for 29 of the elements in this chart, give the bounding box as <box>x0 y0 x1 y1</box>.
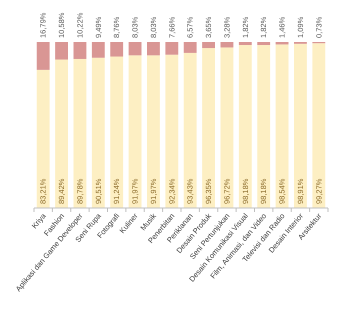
bar <box>128 42 142 56</box>
bar <box>147 42 160 56</box>
bar <box>184 52 197 208</box>
bar <box>312 43 326 208</box>
bar <box>165 54 178 208</box>
bar <box>202 42 215 48</box>
bar <box>147 55 160 208</box>
bar <box>74 42 86 59</box>
bar <box>220 47 234 208</box>
bar <box>294 44 307 208</box>
bar <box>257 45 270 208</box>
bar <box>110 56 124 208</box>
bar <box>92 42 105 58</box>
bar <box>36 42 50 70</box>
bar <box>220 42 234 48</box>
bar <box>92 58 105 208</box>
bar <box>165 42 178 55</box>
bar <box>257 42 270 46</box>
bar <box>128 55 142 208</box>
bar <box>55 42 68 60</box>
bar <box>36 70 50 208</box>
bar <box>202 48 215 208</box>
bar <box>74 58 86 208</box>
bar <box>238 42 252 46</box>
bar <box>110 42 124 57</box>
bar <box>55 60 68 208</box>
bar <box>238 45 252 208</box>
bar <box>276 44 288 208</box>
bar <box>184 42 197 53</box>
